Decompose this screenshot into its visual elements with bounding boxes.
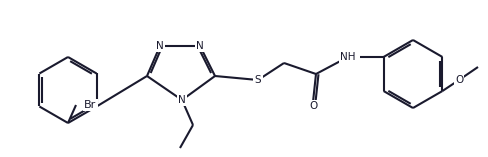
Text: N: N — [156, 41, 163, 51]
Text: N: N — [196, 41, 203, 51]
Text: O: O — [454, 75, 462, 85]
Text: S: S — [254, 75, 261, 85]
Text: N: N — [178, 95, 185, 105]
Text: O: O — [308, 101, 317, 111]
Text: Br: Br — [84, 100, 96, 110]
Text: NH: NH — [340, 52, 355, 62]
